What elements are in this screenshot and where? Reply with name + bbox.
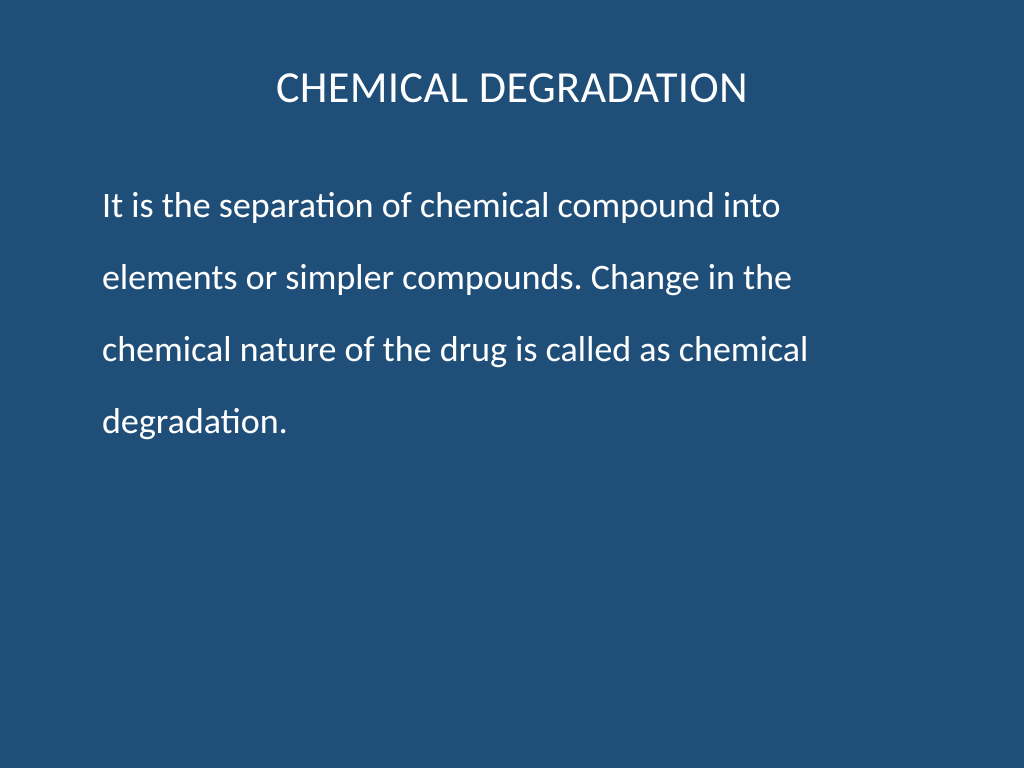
slide-title: CHEMICAL DEGRADATION: [90, 60, 934, 114]
slide-container: CHEMICAL DEGRADATION It is the separatio…: [0, 0, 1024, 768]
slide-body-text: It is the separation of chemical compoun…: [90, 169, 934, 457]
